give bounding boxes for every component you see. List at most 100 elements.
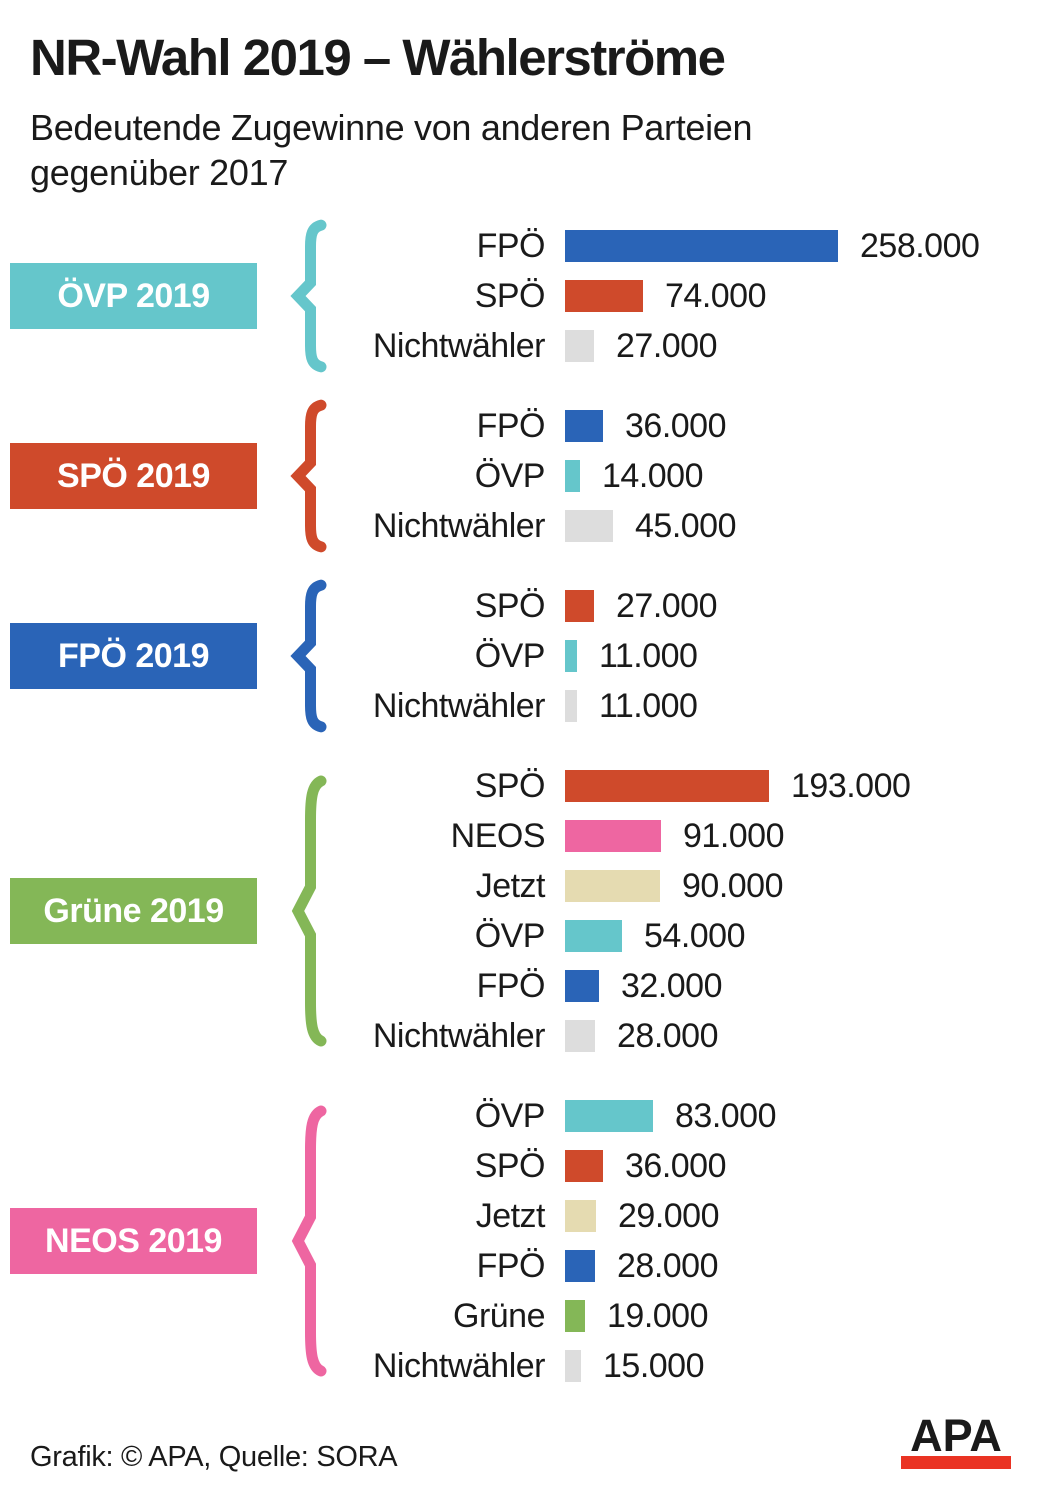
flow-value: 36.000 (625, 406, 727, 445)
flow-rows: FPÖ 258.000 SPÖ 74.000 Nichtwähler 27.000 (327, 221, 1040, 371)
flow-source-label: ÖVP (474, 636, 546, 675)
flow-source-label: ÖVP (474, 1096, 546, 1135)
flow-row: FPÖ 258.000 (327, 221, 1040, 271)
brace-icon (287, 581, 327, 731)
flow-row: ÖVP 83.000 (327, 1091, 1040, 1141)
flow-bar (565, 820, 661, 852)
brace-icon (287, 1091, 327, 1391)
subtitle-line-1: Bedeutende Zugewinne von anderen Parteie… (30, 107, 753, 148)
flow-bar (565, 1200, 596, 1232)
flow-bar (565, 410, 603, 442)
flow-source-label: FPÖ (476, 1246, 546, 1285)
flow-row: Nichtwähler 11.000 (327, 681, 1040, 731)
flow-source-label: FPÖ (476, 226, 546, 265)
flow-value: 27.000 (616, 326, 718, 365)
credit-text: Grafik: © APA, Quelle: SORA (30, 1441, 398, 1473)
flow-row: NEOS 91.000 (327, 811, 1040, 861)
flow-row: Grüne 19.000 (327, 1291, 1040, 1341)
flow-row: Nichtwähler 27.000 (327, 321, 1040, 371)
flow-bar (565, 230, 838, 262)
flow-bar (565, 640, 577, 672)
flow-value: 29.000 (618, 1196, 720, 1235)
party-box-label: FPÖ 2019 (58, 636, 209, 675)
flow-chart: ÖVP 2019 FPÖ 258.000 SPÖ 74.000 Nichtwähler 27… (0, 221, 1040, 1421)
flow-source-label: ÖVP (474, 456, 546, 495)
flow-source-label: SPÖ (474, 276, 546, 315)
flow-bar (565, 970, 599, 1002)
flow-source-label: FPÖ (476, 966, 546, 1005)
subtitle: Bedeutende Zugewinne von anderen Parteie… (30, 106, 753, 195)
flow-bar (565, 1250, 595, 1282)
flow-value: 54.000 (644, 916, 746, 955)
brace-icon (287, 761, 327, 1061)
flow-bar (565, 770, 769, 802)
flow-bar (565, 280, 643, 312)
flow-group-fpo: FPÖ 2019 SPÖ 27.000 ÖVP 11.000 Nichtwähler 11.… (10, 581, 1040, 731)
party-box-label: Grüne 2019 (43, 891, 224, 930)
flow-source-label: NEOS (450, 816, 546, 855)
party-box-label: ÖVP 2019 (57, 276, 210, 315)
flow-bar (565, 460, 580, 492)
flow-row: SPÖ 36.000 (327, 1141, 1040, 1191)
flow-row: FPÖ 32.000 (327, 961, 1040, 1011)
party-box: NEOS 2019 (10, 1208, 257, 1274)
flow-group-gruene: Grüne 2019 SPÖ 193.000 NEOS 91.000 Jetzt 90.00… (10, 761, 1040, 1061)
flow-bar (565, 510, 613, 542)
brace-icon (287, 221, 327, 371)
flow-value: 28.000 (617, 1246, 719, 1285)
flow-row: Jetzt 90.000 (327, 861, 1040, 911)
flow-source-label: FPÖ (476, 406, 546, 445)
flow-bar (565, 1150, 603, 1182)
flow-value: 15.000 (603, 1346, 705, 1385)
brace-icon (287, 401, 327, 551)
party-box: Grüne 2019 (10, 878, 257, 944)
flow-rows: ÖVP 83.000 SPÖ 36.000 Jetzt 29.000 FPÖ 28.000 Gr… (327, 1091, 1040, 1391)
flow-value: 74.000 (665, 276, 767, 315)
flow-source-label: Nichtwähler (372, 326, 546, 365)
flow-bar (565, 1100, 653, 1132)
flow-source-label: Nichtwähler (372, 506, 546, 545)
flow-value: 90.000 (682, 866, 784, 905)
page-title: NR-Wahl 2019 – Wählerströme (30, 29, 726, 86)
flow-row: FPÖ 36.000 (327, 401, 1040, 451)
flow-group-ovp: ÖVP 2019 FPÖ 258.000 SPÖ 74.000 Nichtwähler 27… (10, 221, 1040, 371)
apa-logo: APA (901, 1410, 1011, 1469)
subtitle-line-2: gegenüber 2017 (30, 151, 289, 193)
flow-row: ÖVP 14.000 (327, 451, 1040, 501)
party-box-label: SPÖ 2019 (57, 456, 210, 495)
flow-group-spo: SPÖ 2019 FPÖ 36.000 ÖVP 14.000 Nichtwähler 45.… (10, 401, 1040, 551)
flow-bar (565, 1350, 581, 1382)
flow-bar (565, 590, 594, 622)
flow-row: Nichtwähler 28.000 (327, 1011, 1040, 1061)
flow-bar (565, 690, 577, 722)
flow-row: SPÖ 27.000 (327, 581, 1040, 631)
flow-bar (565, 1300, 585, 1332)
party-box: FPÖ 2019 (10, 623, 257, 689)
flow-row: Nichtwähler 15.000 (327, 1341, 1040, 1391)
flow-bar (565, 1020, 595, 1052)
flow-value: 193.000 (791, 766, 911, 805)
flow-value: 28.000 (617, 1016, 719, 1055)
flow-row: Jetzt 29.000 (327, 1191, 1040, 1241)
flow-value: 11.000 (599, 686, 698, 725)
flow-value: 258.000 (860, 226, 980, 265)
apa-logo-text: APA (910, 1410, 1002, 1461)
party-box: SPÖ 2019 (10, 443, 257, 509)
flow-source-label: SPÖ (474, 586, 546, 625)
flow-bar (565, 920, 622, 952)
apa-logo-red-bar (901, 1456, 1011, 1469)
party-box: ÖVP 2019 (10, 263, 257, 329)
flow-value: 11.000 (599, 636, 698, 675)
flow-value: 27.000 (616, 586, 718, 625)
flow-row: ÖVP 11.000 (327, 631, 1040, 681)
flow-row: FPÖ 28.000 (327, 1241, 1040, 1291)
flow-row: ÖVP 54.000 (327, 911, 1040, 961)
flow-bar (565, 870, 660, 902)
flow-value: 19.000 (607, 1296, 709, 1335)
flow-value: 32.000 (621, 966, 723, 1005)
flow-source-label: Grüne (453, 1296, 546, 1335)
flow-rows: SPÖ 193.000 NEOS 91.000 Jetzt 90.000 ÖVP 54.000… (327, 761, 1040, 1061)
flow-source-label: Nichtwähler (372, 1346, 546, 1385)
flow-source-label: SPÖ (474, 766, 546, 805)
